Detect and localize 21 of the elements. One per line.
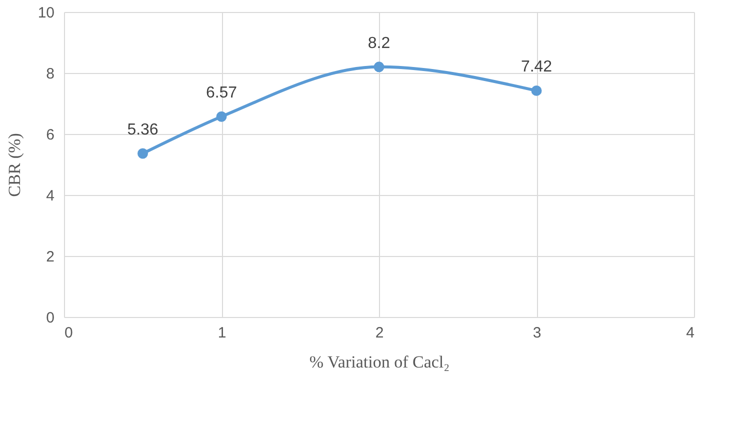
point [531,85,542,96]
data-label: 8.2 [368,34,390,52]
x-tick-label: 2 [375,324,384,342]
x-tick-label: 0 [64,324,73,342]
y-tick-label: 4 [46,188,54,204]
y-tick-label: 10 [38,4,54,22]
y-tick-label: 6 [46,126,54,144]
y-axis-title: CBR (%) [4,133,24,197]
data-label: 6.57 [206,84,238,102]
point [374,62,384,72]
data-label: 5.36 [127,122,158,139]
x-tick-label: 4 [686,324,694,342]
x-axis-title: % Variation of Cacl₂ [309,352,450,372]
y-tick-label: 8 [46,66,54,82]
data-label: 7.42 [520,58,552,76]
point [216,111,227,122]
x-tick-label: 3 [532,324,542,342]
x-tick-label: 1 [218,324,226,342]
point [138,148,148,159]
y-tick-label: 0 [46,310,54,326]
y-tick-label: 2 [46,248,54,266]
